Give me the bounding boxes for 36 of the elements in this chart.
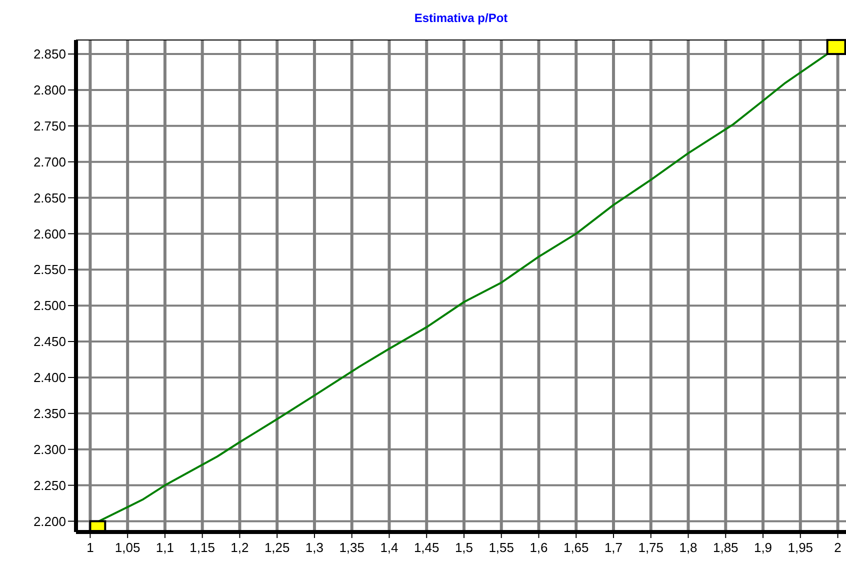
x-tick-label: 1,95 <box>788 540 814 555</box>
x-tick-label: 1,6 <box>530 540 548 555</box>
x-tick-label: 1,2 <box>230 540 249 555</box>
x-tick-label: 1,8 <box>679 540 698 555</box>
x-tick-label: 1,45 <box>414 540 440 555</box>
x-tick-label: 1,35 <box>339 540 365 555</box>
x-tick-label: 1 <box>86 540 94 555</box>
y-tick-label: 2.750 <box>33 118 66 134</box>
y-tick-label: 2.200 <box>33 514 66 529</box>
x-tick-label: 1,5 <box>454 540 474 555</box>
y-tick-label: 2.250 <box>33 478 66 493</box>
x-tick-label: 1,85 <box>712 540 738 555</box>
y-tick-label: 2.350 <box>33 406 66 421</box>
x-tick-label: 2 <box>834 540 842 555</box>
x-tick-label: 1,7 <box>604 540 623 555</box>
chart-title: Estimativa p/Pot <box>414 11 508 25</box>
y-tick-label: 2.850 <box>33 46 66 62</box>
x-tick-label: 1,65 <box>563 540 589 555</box>
y-tick-label: 2.400 <box>33 370 66 386</box>
y-tick-label: 2.300 <box>33 442 66 457</box>
x-tick-label: 1,4 <box>380 540 398 555</box>
y-tick-label: 2.650 <box>33 190 66 206</box>
x-tick-label: 1,15 <box>190 540 215 555</box>
x-tick-label: 1,3 <box>305 540 324 555</box>
x-tick-label: 1,1 <box>156 540 174 555</box>
x-tick-label: 1,75 <box>638 540 664 555</box>
x-tick-label: 1,05 <box>114 540 140 555</box>
y-tick-label: 2.550 <box>33 262 66 278</box>
y-tick-label: 2.700 <box>33 154 66 170</box>
x-tick-label: 1,9 <box>754 540 772 555</box>
x-tick-label: 1,25 <box>264 540 290 555</box>
y-tick-label: 2.600 <box>33 226 66 242</box>
x-tick-label: 1,55 <box>488 540 514 555</box>
y-tick-label: 2.450 <box>33 334 66 350</box>
y-tick-label: 2.800 <box>33 82 66 98</box>
y-tick-label: 2.500 <box>33 298 66 314</box>
